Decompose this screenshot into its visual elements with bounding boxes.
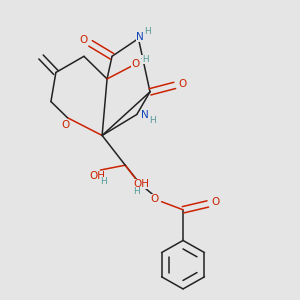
Text: OH: OH — [133, 179, 149, 189]
Text: H: H — [149, 116, 156, 125]
Text: N: N — [141, 110, 149, 120]
Text: OH: OH — [90, 172, 106, 182]
Text: O: O — [178, 79, 186, 89]
Text: O: O — [131, 59, 139, 69]
Text: O: O — [211, 197, 219, 207]
Text: ·H: ·H — [140, 55, 149, 64]
Text: H: H — [100, 177, 107, 186]
Text: H: H — [134, 187, 140, 196]
Text: O: O — [80, 35, 88, 45]
Text: O: O — [62, 120, 70, 130]
Text: N: N — [136, 32, 144, 42]
Text: H: H — [144, 27, 151, 36]
Text: O: O — [151, 194, 159, 204]
